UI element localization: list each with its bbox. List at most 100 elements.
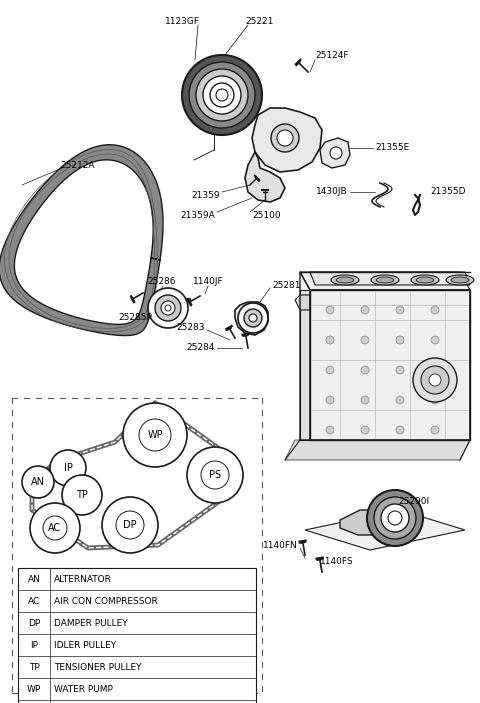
Ellipse shape <box>446 275 474 285</box>
Circle shape <box>330 147 342 159</box>
Ellipse shape <box>331 275 359 285</box>
Circle shape <box>396 336 404 344</box>
Ellipse shape <box>416 277 434 283</box>
Bar <box>18 568 256 703</box>
Text: 1140FS: 1140FS <box>320 557 354 567</box>
Text: 1430JB: 1430JB <box>316 188 348 197</box>
Ellipse shape <box>371 275 399 285</box>
Polygon shape <box>0 145 163 335</box>
Circle shape <box>123 403 187 467</box>
Ellipse shape <box>336 277 354 283</box>
Text: AN: AN <box>31 477 45 487</box>
Circle shape <box>361 336 369 344</box>
Circle shape <box>326 336 334 344</box>
Text: 25281: 25281 <box>272 280 300 290</box>
Text: 25124F: 25124F <box>315 51 348 60</box>
Polygon shape <box>235 302 268 335</box>
Circle shape <box>201 461 229 489</box>
Circle shape <box>139 419 171 451</box>
Circle shape <box>361 306 369 314</box>
Polygon shape <box>252 108 322 172</box>
Circle shape <box>396 366 404 374</box>
Polygon shape <box>320 138 350 168</box>
Circle shape <box>429 374 441 386</box>
Circle shape <box>187 447 243 503</box>
Text: 1140FN: 1140FN <box>263 541 298 550</box>
Text: AC: AC <box>48 523 61 533</box>
Circle shape <box>165 305 171 311</box>
Text: WP: WP <box>27 685 41 693</box>
Circle shape <box>238 303 268 333</box>
Circle shape <box>361 396 369 404</box>
Text: WATER PUMP: WATER PUMP <box>54 685 113 693</box>
Circle shape <box>189 62 255 128</box>
Circle shape <box>431 366 439 374</box>
Ellipse shape <box>451 277 469 283</box>
Text: DAMPER PULLEY: DAMPER PULLEY <box>54 619 128 628</box>
Circle shape <box>182 55 262 135</box>
Circle shape <box>271 124 299 152</box>
Polygon shape <box>305 510 465 550</box>
Polygon shape <box>155 298 190 302</box>
Circle shape <box>22 466 54 498</box>
Text: AN: AN <box>27 574 40 583</box>
Text: 21355E: 21355E <box>375 143 409 153</box>
Circle shape <box>374 497 416 539</box>
Text: AIR CON COMPRESSOR: AIR CON COMPRESSOR <box>54 597 158 605</box>
Text: 21359: 21359 <box>192 191 220 200</box>
Text: 21359A: 21359A <box>180 210 215 219</box>
Text: TP: TP <box>76 490 88 500</box>
Text: 21355D: 21355D <box>430 188 466 197</box>
Circle shape <box>388 511 402 525</box>
Polygon shape <box>340 510 400 535</box>
Text: 25286: 25286 <box>148 278 176 287</box>
Circle shape <box>326 396 334 404</box>
Circle shape <box>326 366 334 374</box>
Circle shape <box>155 295 181 321</box>
Circle shape <box>203 76 241 114</box>
Text: DP: DP <box>123 520 137 530</box>
Circle shape <box>396 306 404 314</box>
Polygon shape <box>300 272 470 290</box>
Polygon shape <box>245 152 285 202</box>
Ellipse shape <box>376 277 394 283</box>
Circle shape <box>102 497 158 553</box>
Polygon shape <box>300 290 310 440</box>
Circle shape <box>148 288 188 328</box>
Text: 25100: 25100 <box>252 210 281 219</box>
Circle shape <box>43 516 67 540</box>
Circle shape <box>421 366 449 394</box>
Text: ALTERNATOR: ALTERNATOR <box>54 574 112 583</box>
Circle shape <box>244 309 262 327</box>
Circle shape <box>431 426 439 434</box>
Text: 25290I: 25290I <box>398 498 429 506</box>
Circle shape <box>396 426 404 434</box>
Text: PS: PS <box>209 470 221 480</box>
Text: 1123GF: 1123GF <box>165 18 200 27</box>
Text: IP: IP <box>30 640 38 650</box>
Circle shape <box>367 490 423 546</box>
Text: DP: DP <box>28 619 40 628</box>
Circle shape <box>216 89 228 101</box>
Text: 25284: 25284 <box>187 344 215 352</box>
Circle shape <box>413 358 457 402</box>
Text: TENSIONER PULLEY: TENSIONER PULLEY <box>54 662 142 671</box>
Circle shape <box>62 475 102 515</box>
Circle shape <box>381 504 409 532</box>
Text: 25221: 25221 <box>245 18 274 27</box>
Circle shape <box>196 69 248 121</box>
Circle shape <box>161 301 175 315</box>
Circle shape <box>431 396 439 404</box>
Circle shape <box>50 450 86 486</box>
Circle shape <box>396 396 404 404</box>
Circle shape <box>431 336 439 344</box>
Text: IDLER PULLEY: IDLER PULLEY <box>54 640 116 650</box>
Text: 1140JF: 1140JF <box>192 278 223 287</box>
Circle shape <box>326 306 334 314</box>
Polygon shape <box>310 290 470 440</box>
Circle shape <box>277 130 293 146</box>
Text: 25283: 25283 <box>177 323 205 333</box>
Circle shape <box>431 306 439 314</box>
Circle shape <box>361 366 369 374</box>
Text: AC: AC <box>28 597 40 605</box>
